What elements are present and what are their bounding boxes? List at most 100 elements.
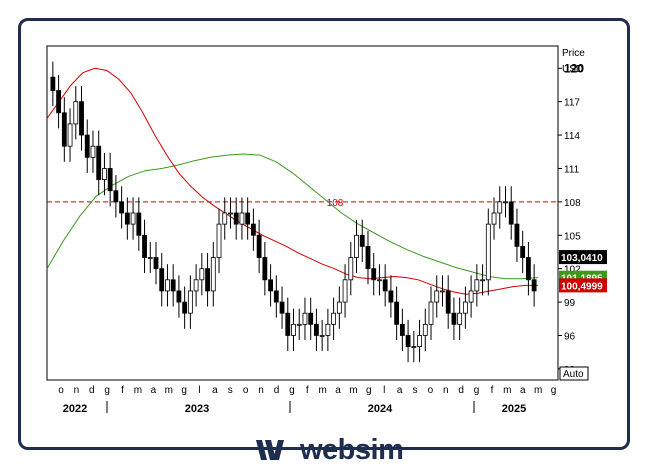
last-value-badge-ma_red — [559, 278, 607, 293]
last-value-label-ma_red: 100,4999 — [561, 281, 603, 292]
moving-average-red-line — [46, 67, 538, 295]
candle-up — [377, 279, 382, 282]
candle-down — [359, 234, 365, 247]
y-tick-label: 96 — [564, 331, 576, 342]
candle-up — [474, 279, 480, 292]
x-month-label: f — [491, 385, 494, 396]
candle-up — [503, 201, 508, 204]
candle-down — [314, 323, 319, 336]
candle-up — [296, 323, 302, 326]
candle-down — [205, 268, 210, 292]
candle-down — [405, 335, 411, 348]
x-month-label: a — [335, 385, 341, 396]
candle-up — [199, 268, 205, 281]
x-month-label: m — [349, 385, 357, 396]
candle-down — [268, 279, 273, 292]
x-month-label: l — [383, 385, 385, 396]
y-tick-label: 102 — [564, 265, 581, 276]
y-tick-label: 105 — [564, 231, 581, 242]
candle-up — [342, 279, 348, 303]
x-month-label: o — [243, 385, 249, 396]
x-month-label: g — [366, 385, 372, 396]
candle-down — [119, 201, 125, 214]
price-label: Price — [562, 48, 585, 59]
x-month-label: a — [151, 385, 157, 396]
x-month-label: a — [397, 385, 403, 396]
x-year-label: 2025 — [502, 403, 526, 415]
x-month-label: s — [228, 385, 233, 396]
y-tick-label: 120 — [564, 61, 584, 75]
x-year-label: 2023 — [185, 403, 209, 415]
x-month-label: f — [306, 385, 309, 396]
candle-up — [468, 290, 474, 303]
brand-logo: websim — [0, 430, 654, 470]
candle-down — [388, 290, 394, 303]
candle-up — [497, 201, 503, 214]
candle-down — [451, 312, 457, 325]
candle-down — [84, 134, 90, 158]
candle-up — [336, 301, 342, 314]
candle-down — [107, 168, 113, 192]
candle-up — [193, 279, 199, 292]
candle-down — [394, 301, 400, 325]
candle-down — [50, 76, 56, 91]
x-month-label: d — [458, 385, 464, 396]
candle-up — [354, 234, 359, 258]
candle-up — [462, 301, 468, 314]
brand-name: websim — [300, 434, 404, 466]
candle-up — [73, 101, 79, 125]
x-month-label: m — [134, 385, 142, 396]
candle-up — [291, 323, 296, 336]
candle-down — [113, 190, 119, 203]
candle-up — [348, 257, 354, 281]
candle-down — [61, 112, 67, 147]
candle-up — [302, 312, 308, 325]
x-month-label: g — [289, 385, 295, 396]
candle-down — [233, 212, 239, 225]
candle-up — [480, 279, 485, 282]
last-value-badge-price — [559, 250, 607, 265]
candle-down — [382, 279, 388, 292]
candle-up — [90, 145, 96, 158]
candle-down — [56, 90, 61, 114]
candle-up — [228, 212, 233, 215]
candle-up — [491, 212, 497, 225]
candle-up — [67, 123, 73, 147]
x-month-label: g — [181, 385, 187, 396]
candle-up — [147, 257, 153, 259]
x-month-label: g — [474, 385, 480, 396]
x-month-label: n — [74, 385, 80, 396]
x-month-label: m — [165, 385, 173, 396]
candle-up — [102, 168, 107, 180]
candle-down — [365, 245, 371, 270]
candle-up — [434, 290, 440, 303]
candle-down — [136, 212, 142, 236]
candle-down — [371, 268, 377, 281]
y-tick-label: 117 — [564, 98, 580, 109]
candle-down — [170, 279, 176, 292]
candle-up — [165, 279, 170, 292]
x-month-label: d — [274, 385, 280, 396]
candle-down — [153, 257, 159, 270]
candle-down — [531, 279, 537, 292]
price-chart: 939699102105108111114117120PriceUSDAutoo… — [46, 45, 607, 415]
candle-down — [256, 234, 262, 258]
candle-up — [319, 335, 325, 337]
x-month-label: a — [520, 385, 526, 396]
currency-label: USD — [562, 64, 583, 75]
auto-scale-box — [559, 366, 589, 381]
x-month-label: l — [198, 385, 200, 396]
candle-down — [508, 201, 514, 225]
candle-up — [457, 312, 463, 325]
candle-down — [279, 301, 285, 314]
candle-up — [417, 335, 422, 348]
x-month-label: n — [258, 385, 264, 396]
candle-down — [159, 268, 165, 292]
y-tick-label: 114 — [564, 131, 580, 142]
candle-up — [422, 323, 428, 336]
candle-down — [399, 323, 405, 336]
candle-up — [216, 223, 222, 258]
candle-down — [514, 223, 520, 247]
candle-down — [182, 301, 188, 314]
x-month-label: g — [551, 385, 557, 396]
